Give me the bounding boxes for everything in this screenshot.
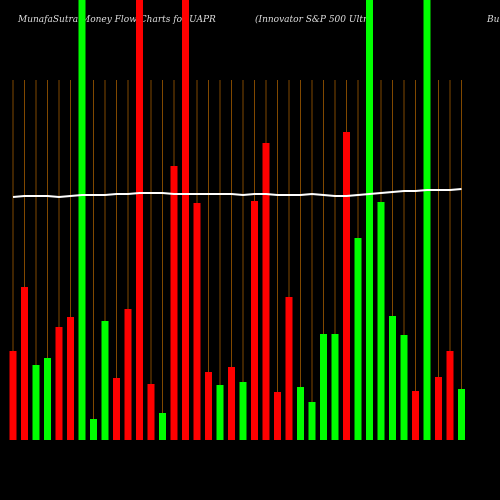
bar: [193, 203, 201, 440]
bar: [239, 382, 247, 440]
bar: [285, 297, 293, 440]
bar: [343, 132, 350, 440]
bar: [32, 365, 40, 440]
bar: [124, 309, 132, 440]
bar: [170, 166, 178, 440]
flow-line: [12, 188, 462, 199]
bar: [228, 367, 235, 440]
bar: [274, 392, 281, 440]
bar: [90, 419, 97, 440]
bar: [67, 317, 74, 440]
bar: [389, 316, 396, 440]
bar: [78, 0, 86, 440]
bar: [446, 351, 454, 440]
chart-title: MunafaSutra Money Flow Charts for UAPR: [17, 15, 216, 25]
bar: [182, 0, 189, 440]
bar: [423, 0, 431, 440]
bar: [21, 287, 28, 440]
bar: [262, 143, 270, 440]
bar: [159, 413, 166, 440]
bar: [136, 0, 143, 440]
bar: [205, 372, 212, 440]
bar: [101, 321, 109, 440]
bar: [354, 238, 362, 440]
bar: [435, 377, 442, 440]
chart-title-right: Bu: [486, 15, 500, 25]
bar: [297, 387, 304, 440]
bar: [251, 201, 258, 440]
bar: [9, 351, 17, 440]
bar: [113, 378, 120, 440]
bar: [308, 402, 316, 440]
bar: [458, 389, 465, 440]
bar: [366, 0, 373, 440]
bar: [44, 358, 51, 440]
bar: [377, 202, 385, 440]
bar: [320, 334, 327, 440]
bar: [412, 391, 419, 440]
bar: [400, 335, 408, 440]
bar: [216, 385, 224, 440]
bar: [331, 334, 339, 440]
chart-subtitle: (Innovator S&P 500 Ultra: [255, 14, 373, 25]
bar: [147, 384, 155, 440]
bar: [55, 327, 63, 440]
